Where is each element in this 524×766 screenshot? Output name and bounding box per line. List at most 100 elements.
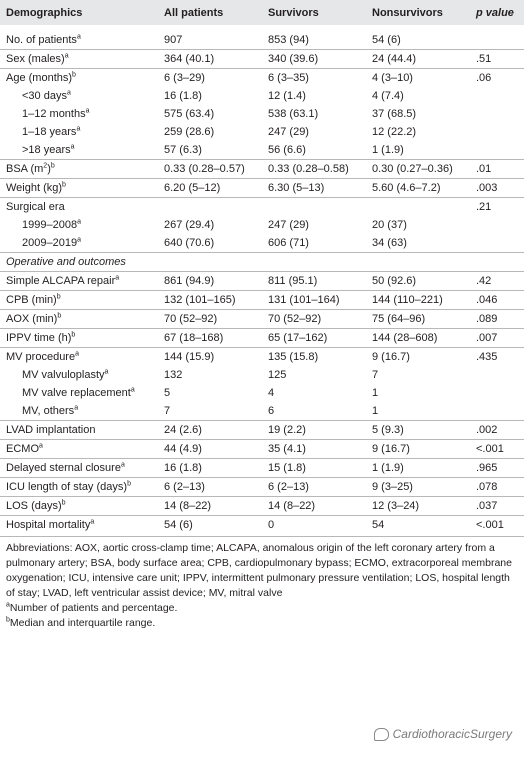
all-patients-cell: 364 (40.1) (158, 49, 262, 69)
nonsurvivors-cell: 12 (22.2) (372, 126, 417, 138)
table-row: MV procedurea 144 (15.9) 135 (15.8) 9 (16.7… (0, 347, 524, 366)
p-value-cell: .51 (470, 49, 524, 69)
table-footnotes: Abbreviations: AOX, aortic cross-clamp t… (0, 536, 524, 631)
all-patients-cell: 144 (15.9) (158, 347, 262, 366)
nonsurvivors-cell: 0.30 (0.27–0.36) (366, 159, 470, 179)
table-row: 1–12 monthsa 575 (63.4) 538 (63.1) 37 (68.5… (0, 105, 524, 123)
nonsurvivors-cell: 75 (64–96) (366, 309, 470, 329)
p-value-cell: <.001 (470, 439, 524, 459)
nonsurvivors-cell: 20 (37) (372, 219, 407, 231)
survivors-cell: 0 (262, 515, 366, 534)
survivors-cell: 811 (95.1) (262, 271, 366, 291)
survivors-cell: 340 (39.6) (262, 49, 366, 69)
all-patients-cell: 70 (52–92) (158, 309, 262, 329)
nonsurvivors-cell: 50 (92.6) (366, 271, 470, 291)
nonsurvivors-cell (366, 252, 470, 272)
survivors-cell (262, 252, 366, 272)
row-label: Delayed sternal closurea (0, 458, 158, 478)
row-label: Sex (males)a (0, 49, 158, 69)
watermark: CardiothoracicSurgery (371, 727, 514, 741)
all-patients-cell: 267 (29.4) (164, 219, 215, 231)
row-label: Weight (kg)b (0, 178, 158, 198)
p-value-cell (470, 366, 524, 384)
all-patients-cell: 6.20 (5–12) (158, 178, 262, 198)
row-label: Operative and outcomes (0, 252, 158, 272)
survivors-cell: 6.30 (5–13) (262, 178, 366, 198)
p-value-cell: .21 (470, 197, 524, 216)
nonsurvivors-cell: 9 (16.7) (366, 439, 470, 459)
all-patients-cell (158, 252, 262, 272)
nonsurvivors-cell: 144 (110–221) (366, 290, 470, 310)
survivors-cell: 853 (94) (268, 34, 309, 46)
nonsurvivors-cell: 54 (366, 515, 470, 534)
all-patients-cell: 259 (28.6) (164, 126, 215, 138)
survivors-cell: 6 (2–13) (262, 477, 366, 497)
all-patients-cell: 54 (6) (158, 515, 262, 534)
nonsurvivors-cell: 54 (6) (372, 34, 401, 46)
watermark-text: CardiothoracicSurgery (392, 727, 512, 741)
wechat-icon (373, 727, 389, 741)
table-row: Surgical era .21 (0, 197, 524, 216)
row-label: 1–18 yearsa (22, 125, 81, 138)
row-label: >18 yearsa (22, 143, 75, 156)
p-value-cell (470, 141, 524, 160)
p-value-cell: .42 (470, 271, 524, 291)
p-value-cell (470, 252, 524, 272)
survivors-cell (262, 197, 366, 216)
header-p-value: p value (470, 0, 524, 25)
nonsurvivors-cell: 12 (3–24) (366, 496, 470, 516)
footnote-a: aNumber of patients and percentage. (6, 601, 178, 615)
row-label: ECMOa (0, 439, 158, 459)
all-patients-cell: 6 (3–29) (158, 68, 262, 87)
p-value-cell: <.001 (470, 515, 524, 534)
p-value-cell: .007 (470, 328, 524, 348)
p-value-cell: .003 (470, 178, 524, 198)
nonsurvivors-cell: 4 (7.4) (372, 90, 404, 102)
row-label: Simple ALCAPA repaira (0, 271, 158, 291)
p-value-cell: .037 (470, 496, 524, 516)
p-value-cell (470, 234, 524, 253)
survivors-cell: 65 (17–162) (262, 328, 366, 348)
table-row: >18 yearsa 57 (6.3) 56 (6.6) 1 (1.9) (0, 141, 524, 160)
nonsurvivors-cell: 7 (372, 369, 379, 381)
survivors-cell: 14 (8–22) (262, 496, 366, 516)
nonsurvivors-cell: 1 (1.9) (366, 458, 470, 478)
table-row: Simple ALCAPA repaira 861 (94.9) 811 (95.1… (0, 271, 524, 291)
p-value-cell (470, 25, 524, 50)
row-label: No. of patientsa (6, 33, 81, 46)
row-label: BSA (m2)b (0, 159, 158, 179)
table-row: Delayed sternal closurea 16 (1.8) 15 (1.8)… (0, 458, 524, 478)
abbreviations-note: Abbreviations: AOX, aortic cross-clamp t… (6, 542, 512, 599)
p-value-cell (470, 402, 524, 421)
table-row: 1999–2008a 267 (29.4) 247 (29) 20 (37) (0, 216, 524, 234)
row-label: IPPV time (h)b (0, 328, 158, 348)
nonsurvivors-cell: 144 (28–608) (366, 328, 470, 348)
p-value-cell (470, 384, 524, 402)
survivors-cell: 6 (268, 405, 275, 417)
table-row: CPB (min)b 132 (101–165) 131 (101–164) 144 … (0, 290, 524, 310)
row-label: MV valve replacementa (22, 386, 135, 399)
survivors-cell: 19 (2.2) (262, 420, 366, 440)
table-row: 1–18 yearsa 259 (28.6) 247 (29) 12 (22.2) (0, 123, 524, 141)
survivors-cell: 131 (101–164) (262, 290, 366, 310)
table-row: MV valve replacementa 5 4 1 (0, 384, 524, 402)
nonsurvivors-cell: 9 (3–25) (366, 477, 470, 497)
all-patients-cell: 44 (4.9) (158, 439, 262, 459)
table-row: Operative and outcomes (0, 252, 524, 272)
row-label: Age (months)b (0, 68, 158, 87)
table-row: ICU length of stay (days)b 6 (2–13) 6 (2–1… (0, 477, 524, 497)
survivors-cell: 70 (52–92) (262, 309, 366, 329)
row-label: Hospital mortalitya (0, 515, 158, 534)
p-value-cell: .06 (470, 68, 524, 87)
p-value-cell: .01 (470, 159, 524, 179)
table-row: ECMOa 44 (4.9) 35 (4.1) 9 (16.7) <.001 (0, 439, 524, 459)
survivors-cell: 606 (71) (268, 237, 309, 249)
p-value-cell: .435 (470, 347, 524, 366)
nonsurvivors-cell: 4 (3–10) (366, 68, 470, 87)
row-label: <30 daysa (22, 89, 71, 102)
survivors-cell: 35 (4.1) (262, 439, 366, 459)
table-row: MV, othersa 7 6 1 (0, 402, 524, 421)
all-patients-cell: 6 (2–13) (158, 477, 262, 497)
survivors-cell: 4 (268, 387, 275, 399)
